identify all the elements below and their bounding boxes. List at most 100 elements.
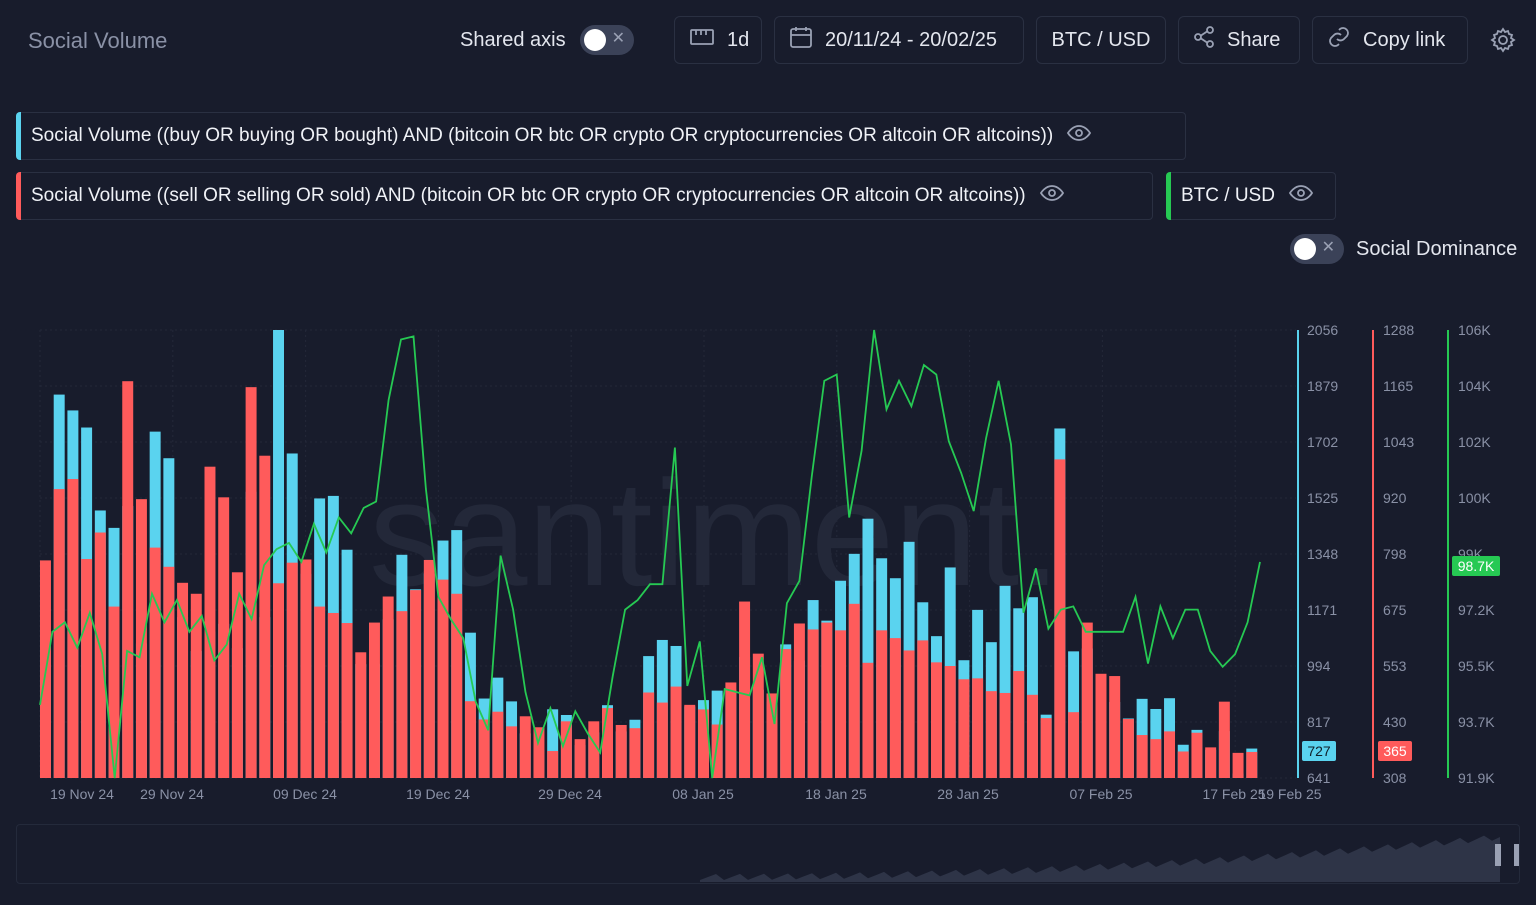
eye-icon[interactable] <box>1039 185 1064 207</box>
sell-bar <box>218 497 230 778</box>
sell-bar <box>670 686 682 778</box>
range-navigator[interactable] <box>16 824 1520 884</box>
y-tick-label: 994 <box>1307 658 1331 674</box>
sell-bar <box>588 721 600 778</box>
sell-bar <box>999 692 1011 778</box>
sell-bar <box>697 709 709 778</box>
sell-bar <box>1136 735 1148 778</box>
x-tick-label: 19 Dec 24 <box>406 786 470 802</box>
sell-bar <box>876 630 888 778</box>
sell-bar <box>368 622 380 778</box>
buy-bar <box>999 585 1011 778</box>
sell-bar <box>615 724 627 778</box>
eye-icon[interactable] <box>1067 125 1092 147</box>
sell-bar <box>245 387 257 778</box>
buy-bar <box>1026 597 1038 778</box>
x-tick-label: 08 Jan 25 <box>672 786 734 802</box>
y-tick-label: 1348 <box>1307 546 1338 562</box>
close-icon: ✕ <box>611 30 625 47</box>
sell-bar <box>725 682 737 778</box>
metric-chip-sell[interactable]: Social Volume ((sell OR selling OR sold)… <box>16 172 1153 220</box>
sell-bar <box>506 726 518 778</box>
sell-bar <box>684 704 696 778</box>
y-tick-label: 100K <box>1458 490 1491 506</box>
x-tick-label: 19 Nov 24 <box>50 786 114 802</box>
social-dominance-toggle[interactable]: ✕ <box>1290 234 1344 264</box>
sell-bar <box>835 630 847 778</box>
toggle-knob <box>584 29 606 51</box>
sell-bar <box>560 721 572 778</box>
sell-bar <box>711 724 723 778</box>
sell-bar <box>821 622 833 778</box>
sell-bar <box>1164 731 1176 778</box>
pair-label: BTC / USD <box>1051 28 1151 51</box>
sell-bar <box>752 653 764 778</box>
metric-chip-btc[interactable]: BTC / USD <box>1166 172 1336 220</box>
gear-icon[interactable] <box>1490 27 1516 58</box>
sell-bar <box>423 559 435 778</box>
sell-bar <box>766 693 778 778</box>
sell-bar <box>231 572 243 778</box>
sell-bar <box>1205 747 1217 778</box>
sell-bar <box>793 623 805 778</box>
interval-button[interactable]: 1d <box>674 16 762 64</box>
sell-bar <box>327 612 339 778</box>
x-tick-label: 19 Feb 25 <box>1258 786 1321 802</box>
sell-bar <box>177 582 189 778</box>
x-tick-label: 28 Jan 25 <box>937 786 999 802</box>
sell-bar <box>108 606 120 778</box>
y-tick-label: 430 <box>1383 714 1407 730</box>
eye-icon[interactable] <box>1288 185 1313 207</box>
metric-chip-buy[interactable]: Social Volume ((buy OR buying OR bought)… <box>16 112 1186 160</box>
y-tick-label: 920 <box>1383 490 1407 506</box>
y-tick-label: 102K <box>1458 434 1491 450</box>
sell-bar <box>958 679 970 778</box>
date-range-label: 20/11/24 - 20/02/25 <box>825 28 997 51</box>
share-button[interactable]: Share <box>1178 16 1300 64</box>
sell-bar <box>656 702 668 778</box>
y-tick-label: 1043 <box>1383 434 1414 450</box>
y-tick-label: 93.7K <box>1458 714 1495 730</box>
buy-bar <box>862 518 874 778</box>
sell-bar <box>807 629 819 778</box>
sell-bar <box>1109 676 1121 778</box>
interval-label: 1d <box>727 28 750 51</box>
sell-bar <box>286 562 298 778</box>
sell-bar <box>149 547 161 778</box>
y-tick-label: 1525 <box>1307 490 1338 506</box>
current-value-label: 727 <box>1307 743 1331 759</box>
sell-bar <box>314 606 326 778</box>
sell-bar <box>985 691 997 778</box>
sell-bar <box>122 381 134 778</box>
sell-bar <box>163 566 175 778</box>
date-range-button[interactable]: 20/11/24 - 20/02/25 <box>774 16 1024 64</box>
y-tick-label: 91.9K <box>1458 770 1495 786</box>
y-tick-label: 95.5K <box>1458 658 1495 674</box>
sell-bar <box>135 499 147 778</box>
y-tick-label: 798 <box>1383 546 1407 562</box>
sell-bar <box>780 649 792 778</box>
shared-axis-toggle[interactable]: ✕ <box>580 25 634 55</box>
sell-bar <box>1150 739 1162 778</box>
y-tick-label: 1288 <box>1383 322 1414 338</box>
sell-bar <box>1068 712 1080 778</box>
copy-link-button[interactable]: Copy link <box>1312 16 1468 64</box>
current-value-badge <box>1302 741 1336 761</box>
y-tick-label: 817 <box>1307 714 1331 730</box>
sell-bar <box>643 692 655 778</box>
sell-bar <box>53 489 65 778</box>
x-tick-label: 17 Feb 25 <box>1202 786 1265 802</box>
sell-bar <box>1013 671 1025 778</box>
x-tick-label: 18 Jan 25 <box>805 786 867 802</box>
sell-bar <box>903 650 915 778</box>
sell-bar <box>972 678 984 778</box>
share-label: Share <box>1227 28 1281 51</box>
sell-bar <box>451 593 463 778</box>
y-tick-label: 1171 <box>1307 602 1337 618</box>
sell-bar <box>1246 751 1258 778</box>
metric-color-bar <box>1166 172 1171 220</box>
sell-bar <box>862 662 874 778</box>
y-tick-label: 1165 <box>1383 378 1413 394</box>
pair-button[interactable]: BTC / USD <box>1036 16 1166 64</box>
